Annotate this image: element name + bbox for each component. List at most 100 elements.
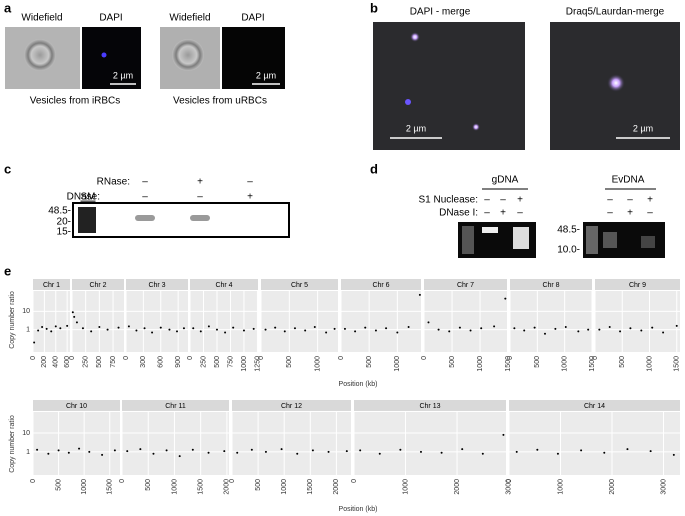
data-point — [481, 452, 484, 455]
x-tick-label: 1500 — [307, 479, 314, 495]
facet-strip — [354, 400, 506, 411]
data-point — [45, 327, 48, 330]
x-tick-label: 500 — [534, 356, 541, 368]
x-tick-label: 1000 — [562, 356, 569, 372]
scale-label: 2 µm — [633, 123, 653, 133]
facet-strip — [126, 279, 188, 290]
ladder-lane — [462, 226, 474, 254]
x-tick-label: 1500 — [674, 356, 681, 372]
data-point — [493, 325, 496, 328]
data-point — [165, 449, 168, 452]
plot-panel — [341, 291, 421, 352]
data-point — [151, 331, 154, 334]
caption: Vesicles from uRBCs — [173, 96, 267, 107]
x-tick-label: 0 — [592, 356, 599, 360]
data-point — [374, 329, 377, 332]
data-point — [33, 341, 36, 344]
data-point — [311, 449, 314, 452]
panel-label: b — [370, 0, 378, 15]
row-label: RNase: — [97, 177, 130, 188]
scale-label: 2 µm — [256, 70, 276, 80]
data-point — [78, 447, 81, 450]
data-point — [364, 326, 367, 329]
x-tick-label: 600 — [64, 356, 71, 368]
data-point — [113, 449, 116, 452]
panel-label: d — [370, 161, 378, 176]
x-tick-label: 400 — [53, 356, 60, 368]
plot-panel — [126, 291, 188, 352]
sign: – — [142, 177, 148, 188]
ladder-lane — [586, 226, 598, 254]
data-point — [343, 327, 346, 330]
image-title: DAPI - merge — [410, 7, 471, 18]
vesicle — [607, 74, 625, 92]
gel-band — [513, 227, 529, 249]
plot-panel — [33, 412, 120, 475]
x-tick-label: 0 — [30, 479, 37, 483]
x-tick-label: 2000 — [609, 479, 616, 495]
x-tick-label: 900 — [175, 356, 182, 368]
x-tick-label: 500 — [55, 479, 62, 491]
facet-strip — [72, 279, 124, 290]
facet-strip — [595, 279, 680, 290]
sign: – — [647, 208, 653, 219]
data-point — [223, 450, 226, 453]
data-point — [662, 331, 665, 334]
x-tick-label: 1000 — [394, 356, 401, 372]
sign: – — [142, 192, 148, 203]
row-label: DNase: — [67, 192, 100, 203]
dapi-image — [82, 27, 141, 89]
data-point — [378, 452, 381, 455]
data-point — [90, 330, 93, 333]
data-point — [626, 448, 629, 451]
gel-band — [482, 227, 498, 233]
column-title: Widefield — [21, 13, 62, 24]
x-tick-label: 250 — [83, 356, 90, 368]
x-tick-label: 0 — [229, 479, 236, 483]
facet-strip — [122, 400, 229, 411]
data-point — [480, 327, 483, 330]
plot-panel — [510, 291, 592, 352]
plot-panel — [190, 291, 258, 352]
plot-panel — [72, 291, 124, 352]
data-point — [327, 450, 330, 453]
data-point — [304, 329, 307, 332]
plot-panel — [595, 291, 680, 352]
data-point — [98, 325, 101, 328]
data-point — [274, 326, 277, 329]
x-tick-label: 1000 — [81, 479, 88, 495]
data-point — [580, 449, 583, 452]
scale-label: 2 µm — [406, 123, 426, 133]
facet-title: Chr 3 — [148, 282, 165, 289]
plot-panel — [232, 412, 351, 475]
sign: + — [627, 208, 633, 219]
vesicle — [405, 99, 411, 105]
facet-strip — [33, 400, 120, 411]
data-point — [127, 325, 130, 328]
data-point — [640, 329, 643, 332]
x-tick-label: 0 — [123, 356, 130, 360]
panel-label: a — [4, 0, 12, 15]
data-point — [215, 328, 218, 331]
x-tick-label: 0 — [30, 356, 37, 360]
data-point — [67, 451, 70, 454]
data-point — [66, 324, 69, 327]
row-label: S1 Nuclease: — [419, 195, 478, 206]
data-point — [536, 448, 539, 451]
sign: – — [484, 208, 490, 219]
data-point — [50, 330, 53, 333]
data-point — [101, 453, 104, 456]
dapi-spot — [101, 52, 107, 58]
gel-band — [641, 236, 655, 248]
x-tick-label: 1000 — [557, 479, 564, 495]
sign: + — [247, 192, 253, 203]
vesicle — [24, 39, 56, 71]
data-point — [37, 329, 40, 332]
x-tick-label: 1500 — [589, 356, 596, 372]
sign: – — [517, 208, 523, 219]
facet-strip — [232, 400, 351, 411]
x-tick-label: 3000 — [505, 479, 512, 495]
caption: Vesicles from iRBCs — [30, 96, 121, 107]
data-point — [182, 327, 185, 330]
